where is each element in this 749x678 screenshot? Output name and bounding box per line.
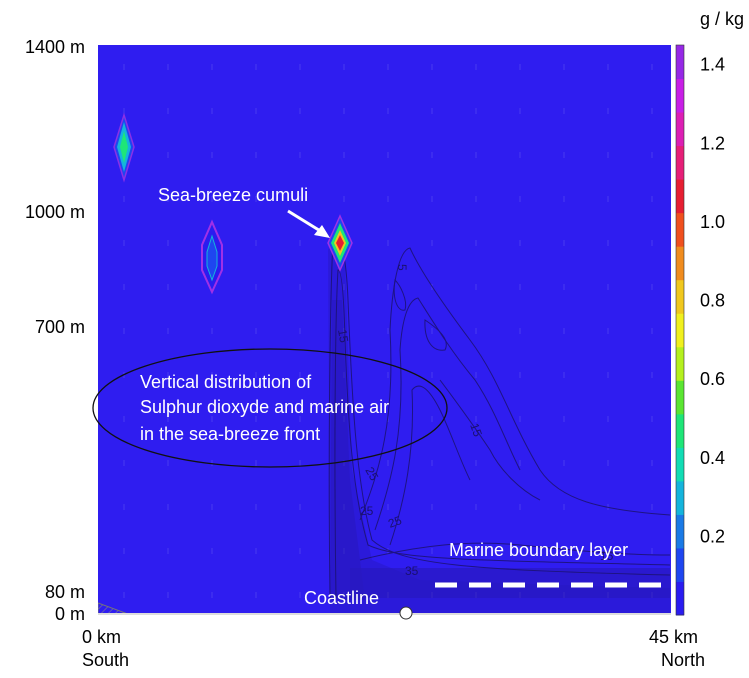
contour-label: 15 [600, 549, 614, 563]
x-end-label: South [82, 650, 129, 670]
colorbar-segment [676, 480, 684, 515]
contour-label: 25 [362, 465, 381, 484]
mbl-annotation: Marine boundary layer [449, 540, 628, 560]
y-tick-label: 0 m [55, 604, 85, 624]
colorbar-scale [676, 45, 684, 616]
cloud-cumulus [327, 214, 353, 272]
wind-vectors [123, 64, 653, 598]
cumuli-arrow-icon [287, 209, 330, 238]
contour-label: 25 [360, 504, 374, 518]
so2-annotation-line3: in the sea-breeze front [140, 424, 320, 444]
colorbar-segment [676, 447, 684, 482]
annotations: Sea-breeze cumuli Vertical distribution … [92, 185, 671, 620]
so2-annotation-line1: Vertical distribution of [140, 372, 312, 392]
contour-label: 5 [395, 264, 409, 271]
plume-contours [328, 238, 671, 599]
colorbar-segment [676, 45, 684, 80]
colorbar-segment [676, 313, 684, 348]
colorbar-tick-label: 0.8 [700, 291, 725, 311]
colorbar-tick-label: 1.4 [700, 55, 725, 75]
y-tick-label: 1400 m [25, 37, 85, 57]
colorbar-segment [676, 78, 684, 113]
x-tick-label: 0 km [82, 627, 121, 647]
contour-label: 15 [467, 421, 485, 439]
colorbar-ticks: 0.2 0.4 0.6 0.8 1.0 1.2 1.4 [700, 55, 725, 547]
ground-strip [98, 613, 671, 615]
colorbar-frame [675, 44, 685, 616]
colorbar-segment [676, 246, 684, 281]
colorbar-tick-label: 1.2 [700, 133, 725, 153]
cloud-left [113, 112, 135, 183]
colorbar-segment [676, 179, 684, 214]
colorbar-segment [676, 212, 684, 247]
coastline-marker [399, 606, 413, 620]
colorbar-tick-label: 0.4 [700, 448, 725, 468]
colorbar: g / kg 0.2 0.4 0.6 0.8 1.0 1.2 1.4 [675, 9, 744, 616]
colorbar-segment [676, 145, 684, 180]
colorbar-segment [676, 514, 684, 549]
colorbar-unit: g / kg [700, 9, 744, 29]
colorbar-segment [676, 279, 684, 314]
plot-background [98, 45, 671, 615]
y-tick-label: 700 m [35, 317, 85, 337]
cloud-features [113, 112, 353, 295]
contour-labels: 5 15 15 25 25 25 35 15 [335, 264, 614, 578]
contour-label: 35 [405, 564, 419, 578]
colorbar-segment [676, 413, 684, 448]
cumuli-annotation: Sea-breeze cumuli [158, 185, 308, 205]
colorbar-segment [676, 112, 684, 147]
colorbar-tick-label: 0.6 [700, 369, 725, 389]
cloud-middle [201, 219, 223, 295]
so2-ellipse [92, 348, 448, 468]
x-tick-label: 45 km [649, 627, 698, 647]
y-tick-label: 80 m [45, 582, 85, 602]
colorbar-segment [676, 581, 684, 616]
contour-label: 15 [335, 328, 351, 344]
x-axis: 0 km South 45 km North [82, 627, 705, 670]
colorbar-segment [676, 380, 684, 415]
so2-annotation-line2: Sulphur dioxyde and marine air [140, 397, 389, 417]
colorbar-segment [676, 346, 684, 381]
colorbar-tick-label: 0.2 [700, 526, 725, 546]
x-end-label: North [661, 650, 705, 670]
contour-label: 25 [386, 513, 404, 531]
colorbar-segment [676, 547, 684, 582]
y-tick-label: 1000 m [25, 202, 85, 222]
y-axis: 1400 m 1000 m 700 m 80 m 0 m [25, 37, 85, 624]
colorbar-tick-label: 1.0 [700, 212, 725, 232]
coastline-annotation: Coastline [304, 588, 379, 608]
